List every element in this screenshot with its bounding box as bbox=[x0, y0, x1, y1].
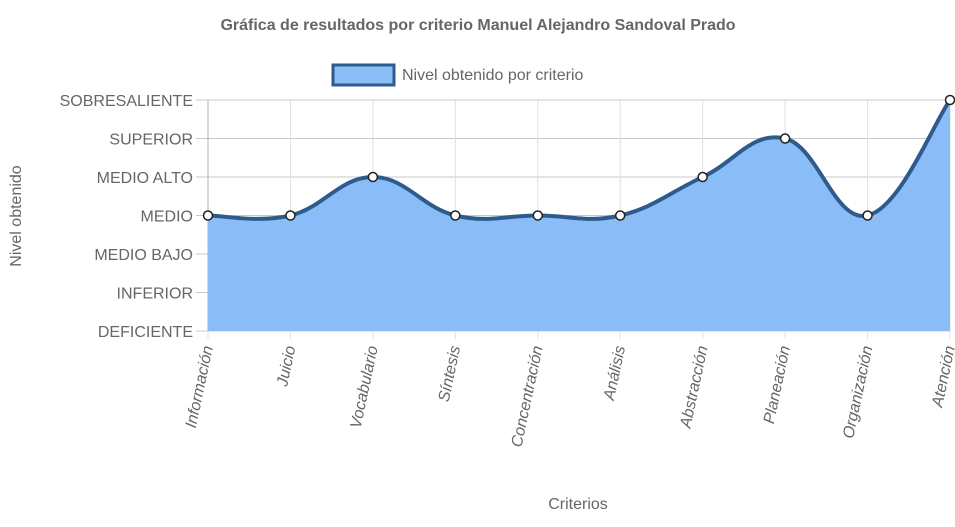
x-axis-label: Criterios bbox=[548, 496, 608, 513]
data-point[interactable] bbox=[367, 171, 379, 183]
data-point[interactable] bbox=[532, 210, 544, 221]
y-tick-label: INFERIOR bbox=[117, 286, 193, 303]
x-tick-label: Abstracción bbox=[677, 344, 711, 430]
data-point[interactable] bbox=[614, 210, 626, 221]
y-tick-label: MEDIO BAJO bbox=[94, 247, 193, 264]
y-tick-label: DEFICIENTE bbox=[98, 324, 193, 341]
data-point[interactable] bbox=[697, 171, 708, 183]
x-tick-label: Información bbox=[183, 344, 217, 429]
x-axis-ticks: Información Juicio Vocabulario Síntesis Conc… bbox=[183, 344, 955, 449]
y-tick-label: MEDIO ALTO bbox=[97, 170, 193, 187]
x-tick-label: Atención bbox=[929, 344, 955, 410]
legend-swatch bbox=[331, 63, 396, 87]
y-tick-label: MEDIO bbox=[141, 209, 193, 226]
x-tick-label: Organización bbox=[840, 344, 876, 440]
series-line bbox=[206, 98, 952, 221]
data-point[interactable] bbox=[202, 210, 214, 221]
data-point[interactable] bbox=[862, 210, 873, 221]
legend[interactable]: Nivel obtenido por criterio bbox=[331, 63, 584, 87]
x-tick-label: Síntesis bbox=[436, 344, 464, 403]
chart-title: Gráfica de resultados por criterio Manue… bbox=[220, 17, 735, 34]
plot-area bbox=[206, 98, 952, 331]
y-tick-label: SUPERIOR bbox=[109, 132, 193, 149]
x-tick-label: Concentración bbox=[509, 344, 547, 449]
x-tick-label: Juicio bbox=[274, 344, 299, 389]
y-tick-label: SOBRESALIENTE bbox=[60, 93, 193, 110]
data-point[interactable] bbox=[285, 210, 296, 221]
x-tick-label: Vocabulario bbox=[348, 344, 382, 430]
legend-label: Nivel obtenido por criterio bbox=[402, 67, 584, 84]
y-axis-label: Nivel obtenido bbox=[8, 165, 25, 267]
data-point[interactable] bbox=[779, 133, 791, 144]
x-tick-label: Análisis bbox=[601, 344, 629, 402]
data-point[interactable] bbox=[450, 210, 461, 221]
data-points bbox=[202, 94, 955, 221]
data-point[interactable] bbox=[944, 94, 955, 106]
series-area-fill bbox=[208, 100, 950, 331]
x-tick-label: Planeación bbox=[761, 344, 794, 425]
y-axis-ticks: DEFICIENTE INFERIOR MEDIO BAJO MEDIO MEDIO A… bbox=[60, 93, 193, 341]
